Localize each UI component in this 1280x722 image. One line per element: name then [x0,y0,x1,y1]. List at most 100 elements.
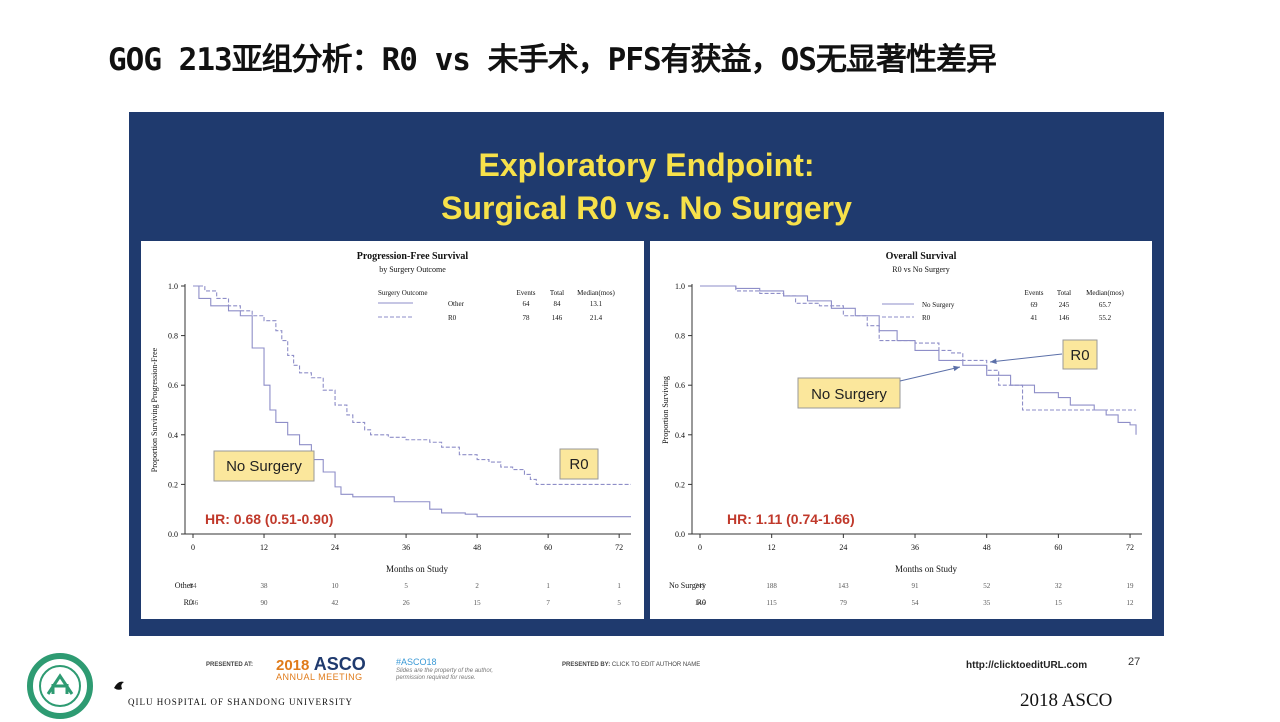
risk-value: 79 [840,599,848,607]
risk-value: 19 [1127,582,1135,590]
x-tick-label: 0 [698,543,702,552]
y-axis-label: Proportion Surviving Progression-Free [150,347,159,472]
legend-series-name: No Surgery [922,301,955,309]
legend-value: 21.4 [590,314,603,322]
os-chart: Overall Survival R0 vs No Surgery 0.0 0.2 0.… [650,241,1152,619]
legend-header: Events [516,289,535,297]
page-number: 27 [1128,656,1141,668]
risk-value: 5 [617,599,621,607]
risk-row-label: Other [175,581,194,590]
risk-value: 91 [912,582,920,590]
risk-value: 188 [766,582,777,590]
y-tick-label: 0.0 [675,530,685,539]
legend-value: 84 [554,300,562,308]
presenter-name: CLICK TO EDIT AUTHOR NAME [611,662,701,668]
callout-left-label: No Surgery [226,458,302,475]
y-tick-label: 0.2 [675,480,685,489]
legend-header: Median(mos) [1086,289,1124,297]
risk-value: 143 [838,582,849,590]
risk-value: 26 [403,599,411,607]
y-tick-label: 0.8 [168,332,178,341]
asco-year: 2018 [276,657,310,674]
callout-arrow [899,366,961,382]
x-tick-label: 60 [1054,543,1062,552]
chart-title: Overall Survival [886,251,957,262]
risk-value: 10 [332,582,340,590]
risk-row-label: R0 [184,598,193,607]
x-tick-label: 72 [615,543,623,552]
risk-value: 15 [1055,599,1063,607]
callout-left-box [213,450,315,482]
legend-header: Total [550,289,564,297]
risk-value: 42 [332,599,340,607]
callout-left-label: No Surgery [811,386,887,403]
presented-at-label: PRESENTED AT: [206,662,254,668]
legend-header: Median(mos) [577,289,615,297]
legend-title: Surgery Outcome [378,289,427,297]
legend-value: 41 [1031,314,1039,322]
y-tick-label: 0.4 [168,431,178,440]
risk-value: 7 [546,599,550,607]
callout-left-box [797,377,901,409]
legend-value: 245 [1059,301,1070,309]
risk-row-label: R0 [697,598,706,607]
x-tick-label: 0 [191,543,195,552]
risk-value: 146 [188,599,199,607]
x-tick-label: 48 [983,543,991,552]
y-tick-label: 0.2 [168,480,178,489]
asco-subtitle: ANNUAL MEETING [276,672,363,682]
y-tick-label: 0.4 [675,431,685,440]
legend-series-name: Other [448,300,465,308]
y-axis-label: Proportion Surviving [661,376,670,444]
headline-line-1: Exploratory Endpoint: [478,147,815,183]
legend-value: 146 [1059,314,1070,322]
callout-right-box [1062,339,1098,370]
risk-value: 1 [617,582,621,590]
risk-value: 1 [546,582,550,590]
arrow-head [990,358,997,364]
risk-value: 5 [404,582,408,590]
x-axis-label: Months on Study [386,564,449,574]
legend-series-name: R0 [922,314,931,322]
x-tick-label: 12 [768,543,776,552]
hr-annotation: HR: 0.68 (0.51-0.90) [205,511,333,527]
x-tick-label: 24 [331,543,339,552]
legend-value: 69 [1031,301,1039,309]
headline: Exploratory Endpoint: Surgical R0 vs. No… [129,144,1164,230]
presented-by-label: PRESENTED BY: CLICK TO EDIT AUTHOR NAME [562,662,700,668]
arrow-head [953,365,960,372]
series-line-r0 [700,285,1137,411]
chart-title: Progression-Free Survival [357,251,469,262]
x-tick-label: 60 [544,543,552,552]
hashtag: #ASCO18 [396,657,437,667]
chart-subtitle: by Surgery Outcome [379,265,446,274]
risk-value: 32 [1055,582,1063,590]
risk-value: 12 [1127,599,1135,607]
risk-value: 54 [912,599,920,607]
risk-value: 84 [190,582,198,590]
pfs-chart: Progression-Free Survival by Surgery Outc… [141,241,644,619]
legend-value: 146 [552,314,563,322]
x-tick-label: 24 [839,543,847,552]
x-tick-label: 12 [260,543,268,552]
chart-subtitle: R0 vs No Surgery [892,265,949,274]
x-tick-label: 36 [911,543,919,552]
watermark: 2018 ASCO [1020,690,1113,711]
footer-url[interactable]: http://clicktoeditURL.com [966,660,1088,671]
legend-value: 64 [523,300,531,308]
chart-svg-0: Progression-Free Survival by Surgery Outc… [150,251,631,607]
legend-series-name: R0 [448,314,457,322]
callout-right-label: R0 [569,456,588,473]
hospital-logo [27,653,93,719]
x-axis-label: Months on Study [895,564,958,574]
legend-header: Events [1024,289,1043,297]
y-tick-label: 1.0 [168,282,178,291]
legend-value: 65.7 [1099,301,1112,309]
asco-name: ASCO [313,654,366,674]
risk-value: 2 [475,582,479,590]
x-tick-label: 48 [473,543,481,552]
risk-value: 90 [261,599,269,607]
hospital-name: QILU HOSPITAL OF SHANDONG UNIVERSITY [128,697,353,707]
hr-annotation: HR: 1.11 (0.74-1.66) [727,511,855,527]
risk-value: 52 [983,582,991,590]
